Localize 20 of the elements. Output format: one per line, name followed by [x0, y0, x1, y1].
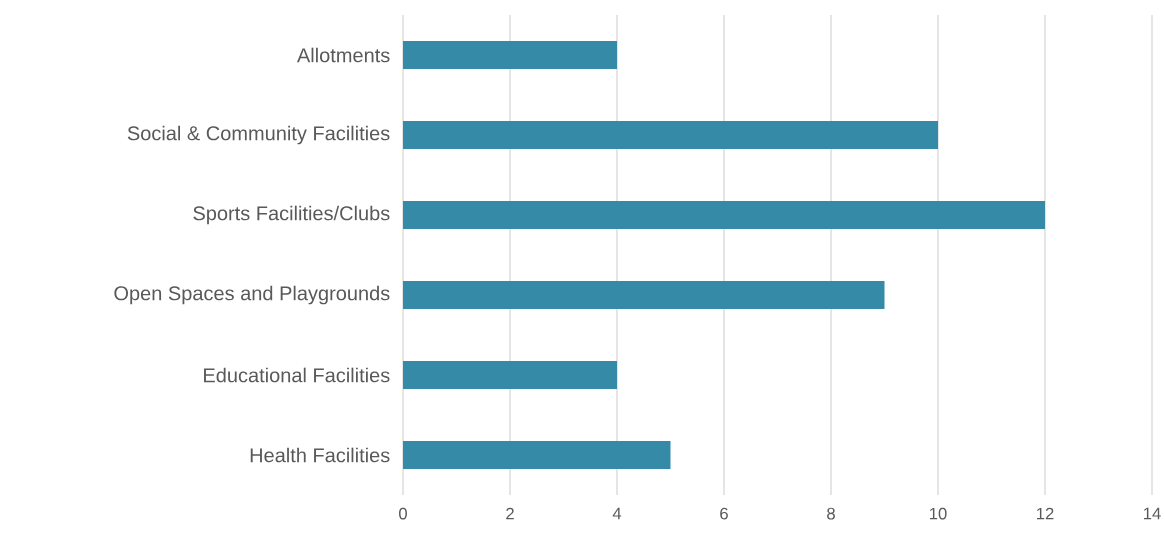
y-tick-label: Social & Community Facilities — [127, 125, 390, 145]
bar — [403, 121, 938, 150]
x-tick-label: 0 — [399, 507, 407, 520]
x-tick-label: 8 — [827, 507, 835, 520]
bar — [403, 201, 1045, 230]
x-tick-label: 2 — [506, 507, 514, 520]
x-tick-label: 10 — [930, 507, 947, 520]
x-tick-label: 4 — [612, 507, 622, 520]
x-tick-label: 6 — [720, 507, 728, 520]
bar — [403, 281, 885, 310]
x-tick-label: 12 — [1037, 507, 1054, 520]
x-tick-label: 14 — [1144, 507, 1161, 520]
y-tick-label: Open Spaces and Playgrounds — [114, 285, 390, 305]
bar — [403, 41, 617, 70]
y-tick-label: Allotments — [296, 47, 390, 63]
y-tick-label: Educational Facilities — [204, 367, 390, 383]
bar — [403, 361, 617, 390]
y-tick-label: Sports Facilities/Clubs — [193, 205, 390, 225]
y-tick-label: Health Facilities — [250, 447, 390, 463]
bar — [403, 441, 671, 470]
